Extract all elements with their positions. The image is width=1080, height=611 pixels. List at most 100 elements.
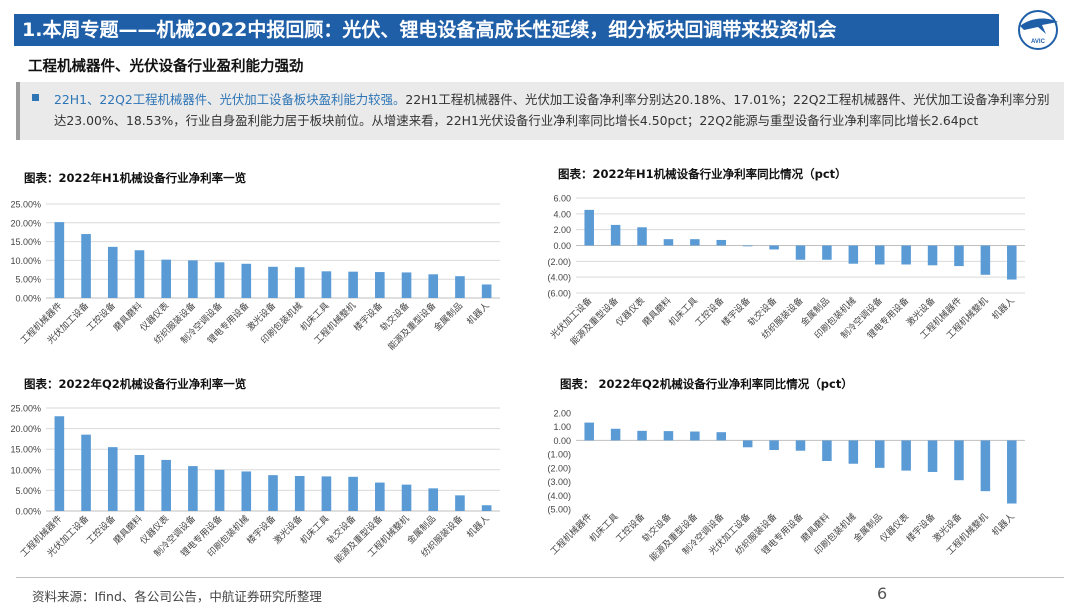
- bar: [822, 245, 832, 260]
- bar: [742, 440, 753, 448]
- bar: [848, 245, 859, 264]
- y-tick-label: 0.00%: [15, 294, 41, 304]
- summary-box: 22H1、22Q2工程机械器件、光伏加工设备板块盈利能力较强。22H1工程机械器…: [16, 82, 1064, 140]
- chart-h1-net-margin-yoy-plot: 6.004.002.000.00(2.00)(4.00)(6.00)光伏加工设备…: [547, 194, 1025, 347]
- bar: [428, 488, 439, 511]
- bar: [161, 459, 171, 511]
- bar: [901, 245, 911, 265]
- chart-q2-net-margin-yoy-plot: 2.00 1.00 0.00 (1.00) (2.00) (3.00) (4.00) (5.0…: [547, 409, 1025, 563]
- bar: [54, 416, 65, 511]
- bar: [795, 245, 806, 260]
- y-tick-label: 15.00%: [10, 445, 41, 455]
- x-category-label: 金属制品: [431, 300, 464, 333]
- footer-divider: [16, 577, 1064, 578]
- bar: [690, 239, 700, 246]
- chart-q2-net-margin-yoy: 图表： 2022年Q2机械设备行业净利率同比情况（pct） 2.00 1.00 0.…: [540, 368, 1080, 578]
- title-bar: [14, 14, 999, 46]
- y-tick-label: 25.00%: [10, 200, 41, 210]
- header-banner: 1.本周专题——机械2022中报回顾：光伏、锂电设备高成长性延续，细分板块回调带…: [0, 0, 1080, 58]
- bar: [584, 209, 594, 246]
- x-category-label: 机器人: [464, 513, 491, 540]
- section-subtitle: 工程机械器件、光伏设备行业盈利能力强劲: [28, 59, 304, 75]
- footer-source: 资料来源：Ifind、各公司公告，中航证券研究所整理: [32, 589, 322, 604]
- bar: [927, 440, 938, 472]
- bar: [348, 271, 358, 298]
- chart-title: 图表：2022年H1机械设备行业净利率同比情况（pct）: [558, 167, 847, 181]
- y-tick-label: (2.00): [547, 257, 571, 267]
- bar: [188, 466, 198, 511]
- bar: [268, 475, 278, 511]
- bullet-icon: [32, 94, 39, 101]
- y-tick-label: 0.00%: [15, 507, 41, 517]
- x-category-label: 能源及重型设备: [385, 300, 437, 352]
- bar: [980, 245, 991, 275]
- bar: [161, 259, 171, 298]
- bar: [690, 431, 700, 441]
- bar: [874, 440, 885, 468]
- bar: [610, 224, 621, 246]
- y-tick-label: 0.00: [553, 436, 571, 446]
- bar: [294, 475, 305, 511]
- bar: [610, 428, 621, 441]
- chart-title: 图表：2022年Q2机械设备行业净利率一览: [24, 377, 247, 391]
- page-number: 6: [877, 584, 888, 603]
- bar: [107, 447, 118, 511]
- bar: [321, 271, 332, 298]
- summary-highlight: 22H1、22Q2工程机械器件、光伏加工设备板块盈利能力较强。: [54, 92, 406, 107]
- x-category-label: 能源及重型设备: [647, 511, 699, 563]
- bar: [742, 245, 753, 247]
- bar: [769, 440, 779, 451]
- bar: [663, 239, 674, 246]
- y-tick-label: (4.00): [547, 491, 571, 501]
- y-tick-label: 10.00%: [10, 465, 41, 475]
- bar: [134, 250, 145, 298]
- chart-title: 图表： 2022年Q2机械设备行业净利率同比情况（pct）: [560, 377, 853, 391]
- bar: [980, 440, 991, 492]
- chart-q2-net-margin-plot: 0.00%5.00%10.00%15.00%20.00%25.00%工程机械器件…: [10, 404, 500, 565]
- bar: [134, 454, 145, 511]
- bar: [375, 482, 385, 511]
- bar: [214, 469, 225, 511]
- y-tick-label: 1.00: [553, 422, 571, 432]
- y-tick-label: 25.00%: [10, 404, 41, 414]
- bar: [294, 267, 305, 298]
- bar: [428, 274, 439, 298]
- y-tick-label: 5.00%: [15, 275, 41, 285]
- bar: [901, 440, 911, 471]
- bar: [1007, 440, 1017, 504]
- y-tick-label: 10.00%: [10, 256, 41, 266]
- y-tick-label: 2.00: [553, 225, 571, 235]
- x-category-label: 工程机械器件: [548, 511, 594, 557]
- bar: [954, 440, 964, 481]
- bar: [848, 440, 859, 464]
- bar: [188, 260, 198, 298]
- bar: [401, 272, 412, 298]
- bar: [348, 476, 358, 511]
- summary-text: 22H1、22Q2工程机械器件、光伏加工设备板块盈利能力较强。22H1工程机械器…: [54, 89, 1060, 131]
- bar: [795, 440, 806, 451]
- bar: [455, 495, 465, 511]
- bar: [637, 430, 647, 441]
- bar: [81, 434, 91, 511]
- bar: [241, 263, 252, 298]
- bar: [927, 245, 938, 266]
- bar: [954, 245, 964, 267]
- bar: [375, 272, 385, 298]
- y-tick-label: (1.00): [547, 450, 571, 460]
- y-tick-label: 4.00: [553, 209, 571, 219]
- x-category-label: 能源及重型设备: [332, 513, 384, 565]
- y-tick-label: (3.00): [547, 477, 571, 487]
- bar: [268, 266, 278, 298]
- bar: [107, 246, 118, 298]
- x-category-label: 机器人: [989, 511, 1016, 538]
- bar: [401, 484, 412, 511]
- bar: [637, 227, 647, 246]
- bar: [481, 284, 492, 298]
- y-tick-label: (4.00): [547, 273, 571, 283]
- summary-body: 22H1工程机械器件、光伏加工设备净利率分别达20.18%、17.01%；22Q…: [54, 92, 1050, 128]
- bar: [481, 505, 492, 511]
- y-tick-label: 5.00%: [15, 486, 41, 496]
- y-tick-label: 0.00: [553, 241, 571, 251]
- bar: [822, 440, 832, 461]
- chart-title: 图表：2022年H1机械设备行业净利率一览: [24, 171, 247, 185]
